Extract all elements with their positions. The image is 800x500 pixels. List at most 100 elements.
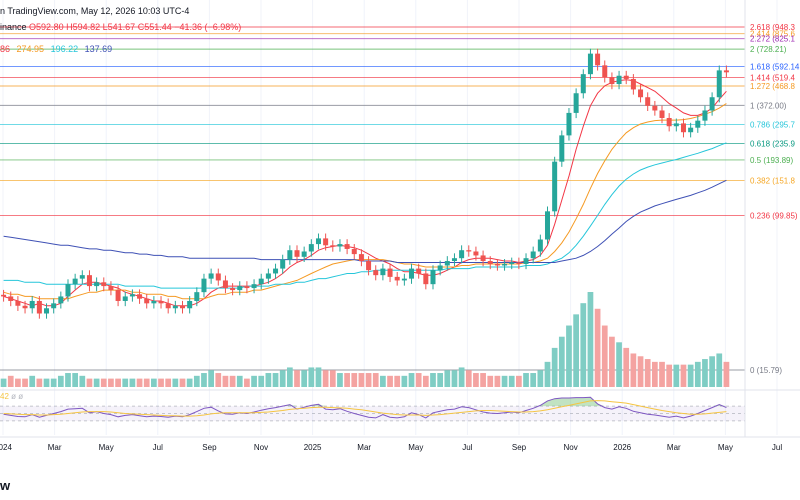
volume-bar: [544, 361, 551, 387]
rsi-settings-icon[interactable]: ø: [18, 392, 24, 401]
volume-bar: [494, 375, 501, 387]
candle-body: [315, 238, 321, 245]
x-tick-label: Jul: [153, 443, 163, 452]
ma-line-ma-long: [3, 179, 727, 263]
candle-body: [36, 300, 42, 314]
ma-legend: 86 274.95 196.22 137.69: [0, 44, 116, 54]
volume-bar: [637, 356, 644, 387]
volume-bar: [558, 336, 565, 387]
fib-level-label: 0.382 (151.8: [750, 176, 795, 185]
ma-line-ma-mid: [3, 103, 727, 300]
volume-bar: [315, 367, 322, 387]
candle-body: [423, 273, 429, 285]
volume-bar: [15, 378, 21, 387]
candle-body: [251, 284, 257, 289]
candle-body: [659, 110, 665, 118]
candle-body: [716, 70, 722, 98]
candle-body: [544, 211, 551, 240]
volume-bar: [265, 373, 272, 387]
candle-body: [137, 294, 143, 299]
candle-body: [337, 244, 343, 247]
ma-fast-value: 86: [0, 44, 11, 54]
fib-level-label: 2 (728.21): [750, 45, 787, 54]
volume-bar: [680, 364, 687, 387]
volume-bar: [86, 378, 93, 387]
candle-body: [652, 105, 658, 111]
candle-body: [151, 300, 157, 304]
candle-body: [702, 110, 708, 121]
candle-body: [215, 273, 221, 281]
candle-body: [509, 262, 515, 264]
volume-bar: [115, 378, 121, 387]
rsi-visibility-icon[interactable]: ø: [11, 392, 17, 401]
volume-bar: [329, 370, 336, 387]
fib-level-label: 0.618 (235.9: [750, 140, 795, 149]
candle-body: [487, 261, 493, 264]
x-tick-label: May: [99, 443, 114, 452]
volume-bar: [437, 373, 444, 387]
candle-body: [709, 97, 715, 111]
volume-bar: [272, 373, 279, 387]
candle-body: [44, 308, 50, 314]
candle-body: [323, 238, 329, 246]
candle-body: [380, 268, 386, 276]
ma-line-ma-slow: [3, 142, 727, 289]
volume-bar: [7, 375, 14, 387]
candle-body: [258, 278, 264, 285]
volume-bar: [501, 375, 508, 387]
volume-bar: [308, 367, 315, 387]
volume-bar: [723, 361, 730, 387]
candle-body: [15, 300, 21, 306]
volume-bar: [201, 373, 207, 387]
candle-body: [51, 303, 57, 309]
volume-bar: [659, 361, 665, 387]
candle-body: [494, 263, 500, 266]
volume-bar: [50, 378, 57, 387]
x-tick-label: May: [718, 443, 733, 452]
candle-body: [573, 93, 579, 113]
volume-bar: [29, 375, 36, 387]
candle-body: [129, 294, 135, 297]
candle-body: [595, 53, 601, 66]
candle-body: [680, 123, 686, 133]
ma-slow-value: 196.22: [50, 44, 79, 54]
fib-level-label: 2.272 (825.1: [750, 35, 795, 44]
candle-body: [144, 298, 150, 304]
volume-bar: [458, 367, 465, 387]
rsi-legend: 42 ø ø: [0, 392, 23, 401]
volume-bar: [365, 373, 372, 387]
candle-body: [358, 254, 364, 262]
volume-bar: [687, 364, 694, 387]
volume-bar: [566, 325, 572, 387]
candle-body: [502, 263, 508, 266]
candle-body: [58, 296, 64, 304]
volume-bar: [143, 378, 150, 387]
candle-body: [187, 300, 193, 309]
volume-bar: [322, 370, 329, 387]
candle-body: [444, 261, 450, 266]
candle-body: [308, 244, 314, 252]
legend-row: inance O592.80 H594.82 L541.67 C551.44 −…: [0, 22, 241, 32]
candle-body: [695, 120, 701, 128]
x-tick-label: 2025: [304, 443, 322, 452]
candle-body: [609, 77, 615, 85]
volume-bar: [451, 370, 458, 387]
volume-bar: [644, 359, 651, 387]
candle-body: [273, 268, 279, 274]
volume-bar: [337, 373, 343, 387]
candle-body: [645, 97, 651, 106]
candle-body: [587, 53, 593, 75]
candle-body: [409, 268, 415, 279]
candle-body: [688, 127, 694, 133]
volume-bar: [136, 378, 143, 387]
candle-body: [201, 278, 207, 293]
volume-bar: [408, 373, 415, 387]
ohlc-high: H594.82: [66, 22, 101, 32]
candle-body: [22, 305, 28, 309]
volume-bar: [551, 347, 558, 387]
fib-level-label: 0.5 (193.89): [750, 156, 793, 165]
volume-bar: [279, 370, 286, 387]
candle-body: [351, 248, 357, 255]
volume-bar: [0, 378, 7, 387]
